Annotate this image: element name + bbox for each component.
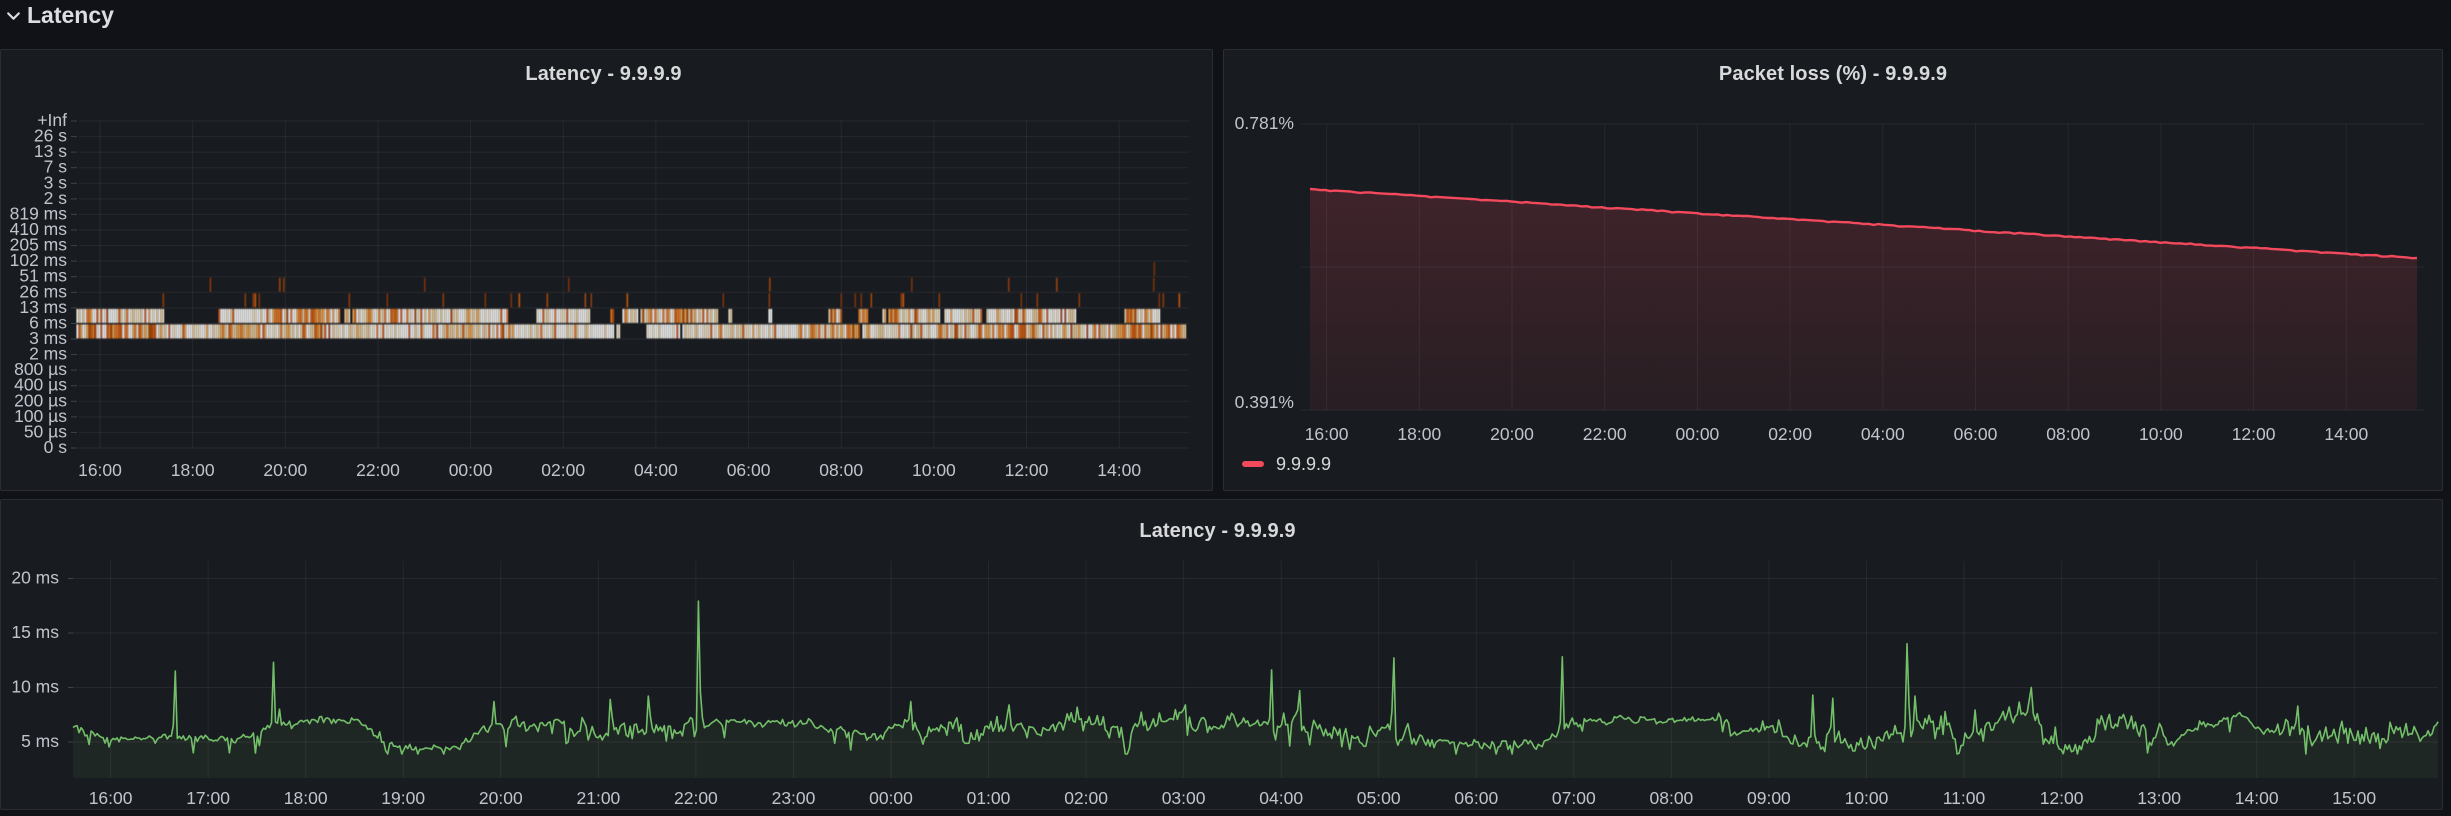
svg-text:20:00: 20:00 bbox=[1490, 424, 1534, 444]
svg-text:04:00: 04:00 bbox=[1259, 788, 1303, 808]
svg-text:21:00: 21:00 bbox=[577, 788, 621, 808]
svg-text:410 ms: 410 ms bbox=[10, 219, 68, 239]
svg-text:06:00: 06:00 bbox=[1954, 424, 1998, 444]
svg-text:06:00: 06:00 bbox=[1454, 788, 1498, 808]
svg-text:26 s: 26 s bbox=[34, 126, 67, 146]
svg-text:07:00: 07:00 bbox=[1552, 788, 1596, 808]
svg-text:18:00: 18:00 bbox=[284, 788, 328, 808]
svg-text:9.9.9.9: 9.9.9.9 bbox=[1276, 454, 1331, 474]
svg-text:01:00: 01:00 bbox=[967, 788, 1011, 808]
svg-text:13 ms: 13 ms bbox=[19, 297, 67, 317]
svg-text:00:00: 00:00 bbox=[1676, 424, 1720, 444]
svg-text:17:00: 17:00 bbox=[186, 788, 230, 808]
svg-text:08:00: 08:00 bbox=[1650, 788, 1694, 808]
svg-text:10 ms: 10 ms bbox=[11, 677, 59, 697]
svg-text:08:00: 08:00 bbox=[819, 460, 863, 480]
svg-text:200 µs: 200 µs bbox=[14, 390, 67, 410]
svg-text:819 ms: 819 ms bbox=[10, 203, 68, 223]
svg-text:5 ms: 5 ms bbox=[21, 731, 59, 751]
svg-text:0 s: 0 s bbox=[44, 437, 68, 457]
svg-text:18:00: 18:00 bbox=[171, 460, 215, 480]
svg-text:12:00: 12:00 bbox=[2040, 788, 2084, 808]
svg-text:20:00: 20:00 bbox=[263, 460, 307, 480]
svg-text:100 µs: 100 µs bbox=[14, 406, 67, 426]
svg-text:2 ms: 2 ms bbox=[29, 344, 67, 364]
svg-text:10:00: 10:00 bbox=[912, 460, 956, 480]
svg-text:+Inf: +Inf bbox=[37, 110, 67, 130]
svg-text:04:00: 04:00 bbox=[1861, 424, 1905, 444]
svg-text:15:00: 15:00 bbox=[2332, 788, 2376, 808]
svg-text:14:00: 14:00 bbox=[2235, 788, 2279, 808]
svg-text:05:00: 05:00 bbox=[1357, 788, 1401, 808]
svg-text:19:00: 19:00 bbox=[381, 788, 425, 808]
svg-text:10:00: 10:00 bbox=[2139, 424, 2183, 444]
svg-text:12:00: 12:00 bbox=[1005, 460, 1049, 480]
svg-text:16:00: 16:00 bbox=[1305, 424, 1349, 444]
svg-text:16:00: 16:00 bbox=[78, 460, 122, 480]
svg-text:2 s: 2 s bbox=[44, 188, 68, 208]
svg-text:3 ms: 3 ms bbox=[29, 328, 67, 348]
svg-text:13 s: 13 s bbox=[34, 141, 67, 161]
svg-text:22:00: 22:00 bbox=[1583, 424, 1627, 444]
svg-text:04:00: 04:00 bbox=[634, 460, 678, 480]
svg-text:3 s: 3 s bbox=[44, 172, 68, 192]
svg-text:22:00: 22:00 bbox=[356, 460, 400, 480]
svg-text:18:00: 18:00 bbox=[1397, 424, 1441, 444]
svg-text:22:00: 22:00 bbox=[674, 788, 718, 808]
svg-text:800 µs: 800 µs bbox=[14, 359, 67, 379]
svg-text:00:00: 00:00 bbox=[449, 460, 493, 480]
svg-text:205 ms: 205 ms bbox=[10, 235, 68, 255]
svg-text:0.391%: 0.391% bbox=[1235, 392, 1294, 412]
svg-text:10:00: 10:00 bbox=[1845, 788, 1889, 808]
svg-text:14:00: 14:00 bbox=[2324, 424, 2368, 444]
svg-text:16:00: 16:00 bbox=[89, 788, 133, 808]
svg-text:20:00: 20:00 bbox=[479, 788, 523, 808]
svg-text:09:00: 09:00 bbox=[1747, 788, 1791, 808]
svg-text:51 ms: 51 ms bbox=[19, 266, 67, 286]
svg-text:20 ms: 20 ms bbox=[11, 568, 59, 588]
svg-text:06:00: 06:00 bbox=[727, 460, 771, 480]
svg-text:00:00: 00:00 bbox=[869, 788, 913, 808]
svg-text:02:00: 02:00 bbox=[1768, 424, 1812, 444]
svg-text:0.781%: 0.781% bbox=[1235, 113, 1294, 133]
svg-text:13:00: 13:00 bbox=[2137, 788, 2181, 808]
svg-text:400 µs: 400 µs bbox=[14, 375, 67, 395]
svg-text:50 µs: 50 µs bbox=[24, 421, 67, 441]
svg-text:02:00: 02:00 bbox=[541, 460, 585, 480]
svg-text:03:00: 03:00 bbox=[1162, 788, 1206, 808]
svg-text:14:00: 14:00 bbox=[1097, 460, 1141, 480]
svg-text:02:00: 02:00 bbox=[1064, 788, 1108, 808]
svg-text:26 ms: 26 ms bbox=[19, 281, 67, 301]
svg-text:23:00: 23:00 bbox=[772, 788, 816, 808]
svg-text:7 s: 7 s bbox=[44, 157, 68, 177]
svg-text:12:00: 12:00 bbox=[2232, 424, 2276, 444]
svg-text:6 ms: 6 ms bbox=[29, 312, 67, 332]
svg-text:11:00: 11:00 bbox=[1943, 788, 1986, 808]
svg-text:15 ms: 15 ms bbox=[11, 622, 59, 642]
svg-text:102 ms: 102 ms bbox=[10, 250, 68, 270]
svg-text:08:00: 08:00 bbox=[2046, 424, 2090, 444]
